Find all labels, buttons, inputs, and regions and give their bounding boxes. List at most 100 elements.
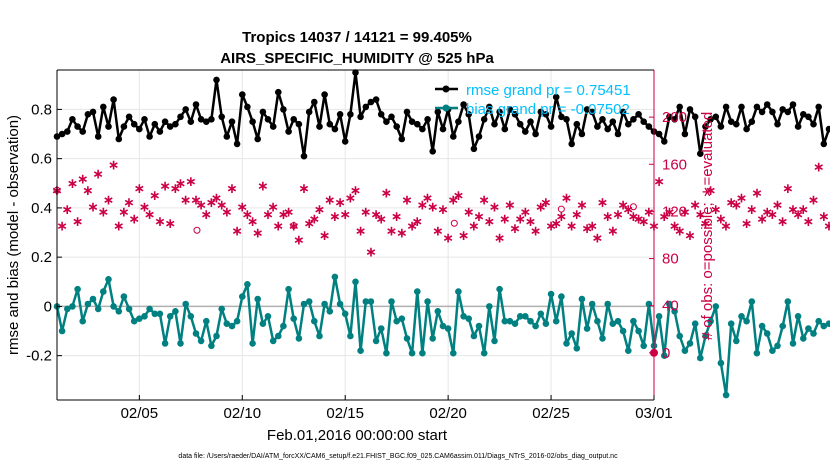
bias-point (516, 313, 524, 320)
rmse-point (552, 93, 560, 101)
bias-point (192, 330, 200, 337)
rmse-point (300, 152, 308, 160)
rmse-point (393, 123, 401, 130)
bias-point (748, 298, 756, 305)
rmse-point (290, 116, 298, 123)
obs-possible-point (629, 203, 637, 211)
bias-point (779, 322, 786, 330)
rmse-point (547, 123, 555, 130)
obs-evaluated-point: ∗ (278, 207, 290, 223)
rmse-series (53, 69, 830, 160)
rmse-point (604, 125, 611, 133)
bias-point (130, 317, 138, 325)
bias-point (455, 288, 462, 295)
obs-evaluated-point: ∗ (154, 214, 166, 230)
bias-point (769, 347, 776, 355)
bias-point (105, 276, 112, 283)
obs-evaluated-point: ∗ (653, 174, 665, 190)
rmse-point (655, 130, 663, 138)
y-tick-label-right: 40 (662, 298, 679, 315)
bias-point (532, 322, 539, 330)
obs-evaluated-point: ∗ (226, 181, 238, 197)
obs-evaluated-point: ∗ (509, 221, 521, 237)
obs-evaluated-point: ∗ (211, 190, 223, 206)
obs-possible-point (193, 226, 201, 234)
obs-evaluated-point: ∗ (453, 188, 465, 204)
obs-evaluated-point: ∗ (344, 190, 356, 206)
bias-point (94, 305, 102, 313)
rmse-point (377, 111, 385, 118)
obs-possible-point (450, 219, 458, 227)
bias-point (522, 313, 529, 320)
rmse-point (316, 123, 323, 130)
obs-evaluated-point: ∗ (375, 212, 387, 228)
obs-evaluated-point: ∗ (586, 219, 598, 235)
rmse-point (769, 108, 776, 116)
rmse-point (733, 120, 740, 128)
bias-point (125, 305, 133, 313)
rmse-point (496, 108, 503, 116)
bias-point (305, 298, 313, 305)
rmse-point (470, 145, 478, 153)
obs-evaluated-point: ∗ (103, 193, 115, 209)
x-tick-label: 02/10 (224, 405, 262, 422)
bias-point (486, 303, 493, 310)
obs-evaluated-point: ∗ (519, 204, 531, 220)
rmse-point (372, 96, 380, 103)
obs-evaluated-point: ∗ (144, 207, 156, 223)
bias-point (414, 288, 421, 295)
bias-point (352, 278, 359, 286)
rmse-point (208, 116, 215, 123)
rmse-point (465, 111, 473, 118)
rmse-point (455, 118, 462, 125)
obs-evaluated-point: ∗ (550, 216, 562, 232)
bias-point (805, 325, 812, 332)
rmse-point (619, 108, 627, 116)
obs-evaluated-point: ∗ (767, 207, 779, 223)
obs-evaluated-point: ∗ (561, 190, 573, 206)
obs-evaluated-point: ∗ (669, 219, 681, 235)
rmse-point (182, 106, 189, 113)
bias-point (439, 322, 447, 330)
obs-evaluated-point: ∗ (303, 216, 315, 232)
rmse-point (295, 120, 303, 128)
bias-point (239, 293, 246, 300)
bias-point (717, 359, 725, 367)
x-axis-label: Feb.01,2016 00:00:00 start (267, 427, 448, 444)
obs-evaluated-point: ∗ (828, 207, 830, 223)
bias-point (640, 342, 647, 350)
obs-evaluated-point: ∗ (319, 228, 331, 244)
obs-evaluated-point: ∗ (607, 223, 619, 239)
rmse-point (347, 111, 354, 118)
obs-evaluated-point: ∗ (406, 219, 418, 235)
bias-point (295, 335, 303, 342)
obs-evaluated-point: ∗ (741, 216, 753, 232)
bias-point (285, 285, 292, 293)
legend: rmse grand pr = 0.75451 bias grand pr = … (435, 82, 631, 118)
rmse-point (763, 101, 771, 108)
rmse-point (110, 96, 117, 103)
y-tick-label-right: 160 (662, 156, 687, 173)
bias-point (213, 332, 220, 340)
rmse-point (568, 140, 575, 148)
bias-point (568, 330, 575, 337)
obs-evaluated-point: ∗ (566, 219, 578, 235)
obs-evaluated-point: ∗ (314, 202, 326, 218)
bias-point (326, 308, 334, 315)
bias-point (172, 308, 179, 315)
bias-point (558, 293, 565, 300)
obs-evaluated-point: ∗ (396, 226, 408, 242)
rmse-point (506, 106, 514, 113)
rmse-point (784, 108, 792, 116)
y-tick-label-left: 0.8 (31, 101, 52, 118)
bias-point (630, 317, 637, 325)
rmse-point (686, 106, 694, 113)
rmse-point (100, 103, 107, 111)
bias-point (166, 313, 174, 320)
rmse-point (326, 120, 334, 128)
rmse-point (625, 120, 632, 128)
obs-evaluated-point: ∗ (664, 204, 676, 220)
bias-point (671, 308, 678, 315)
obs-evaluated-point: ∗ (118, 204, 130, 220)
obs-evaluated-point: ∗ (67, 176, 79, 192)
